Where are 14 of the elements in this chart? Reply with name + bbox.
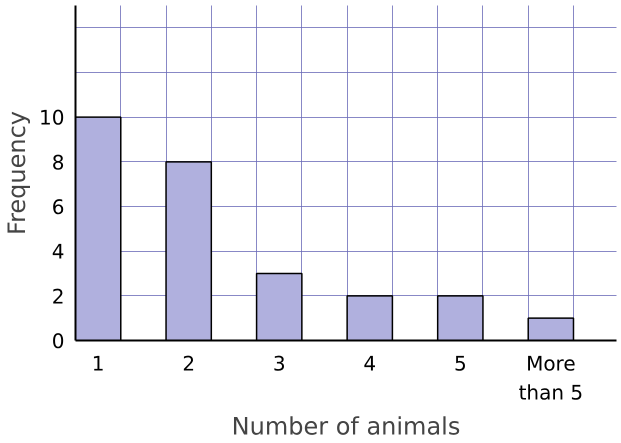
y-tick-label: 2 xyxy=(52,284,65,308)
y-tick-label: 10 xyxy=(39,106,65,130)
y-tick-label: 8 xyxy=(52,150,65,174)
x-tick-label: 5 xyxy=(454,352,467,376)
x-tick-label: More than 5 xyxy=(518,352,584,404)
y-tick-label: 4 xyxy=(52,240,65,264)
y-tick-label: 6 xyxy=(52,195,65,219)
y-axis-title: Frequency xyxy=(3,111,32,235)
x-tick-label: 1 xyxy=(92,352,105,376)
x-tick-label: 2 xyxy=(182,352,196,376)
x-tick-label: 4 xyxy=(363,352,376,376)
y-tick-label: 0 xyxy=(52,329,65,353)
x-axis-title: Number of animals xyxy=(232,412,460,440)
x-tick-label: 3 xyxy=(272,352,286,376)
